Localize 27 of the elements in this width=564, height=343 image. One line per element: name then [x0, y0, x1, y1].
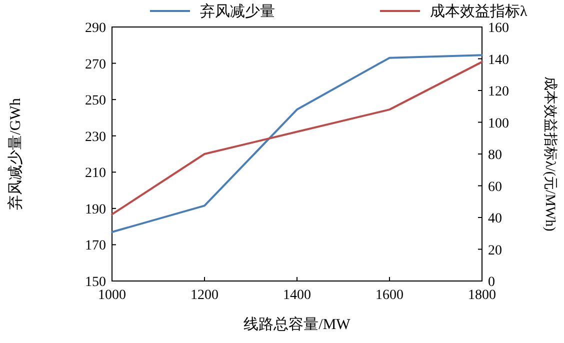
x-tick-label: 1200: [190, 288, 218, 303]
y2-tick-label: 0: [488, 275, 495, 290]
y-axis-title: 弃风减少量/GWh: [7, 98, 24, 210]
y2-tick-label: 120: [488, 84, 509, 100]
y-tick-label: 150: [85, 275, 106, 290]
y2-tick-label: 40: [488, 212, 502, 226]
y-tick-label: 290: [85, 21, 106, 36]
legend-label: 弃风减少量: [200, 3, 275, 20]
y2-tick-label: 20: [488, 243, 502, 258]
y-tick-label: 250: [85, 94, 106, 109]
x-tick-label: 1400: [283, 288, 311, 303]
x-tick-label: 1600: [376, 288, 404, 303]
y2-tick-label: 60: [488, 180, 502, 195]
x-axis-title: 线路总容量/MW: [244, 316, 352, 333]
y2-tick-label: 140: [488, 52, 509, 68]
x-tick-label: 1800: [468, 288, 496, 303]
y2-tick-label: 80: [488, 148, 502, 163]
y-tick-label: 190: [85, 202, 106, 218]
x-tick-label: 1000: [98, 288, 126, 303]
legend-label: 成本效益指标λ: [430, 3, 528, 20]
y-tick-label: 270: [85, 57, 106, 72]
y-tick-label: 170: [85, 238, 106, 254]
y2-tick-label: 160: [488, 21, 509, 36]
y2-tick-label: 100: [488, 116, 509, 132]
y-tick-label: 230: [85, 130, 106, 145]
y-tick-label: 210: [85, 166, 106, 182]
y2-axis-title: 成本效益指标λ/(元/MWh): [542, 76, 558, 232]
